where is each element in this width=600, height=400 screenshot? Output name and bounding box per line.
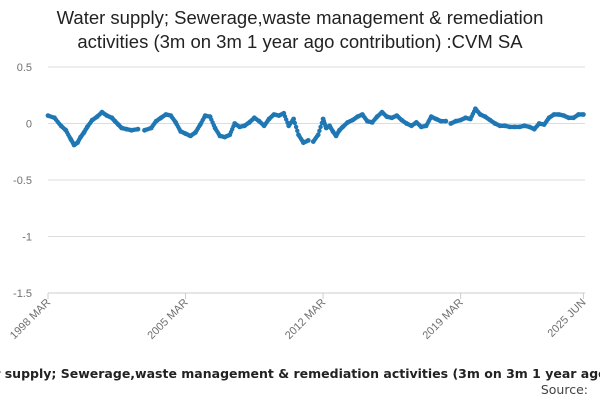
data-point[interactable] [581, 112, 586, 117]
data-point[interactable] [135, 126, 141, 132]
data-point-marker [293, 124, 299, 130]
x-tick-label: 1998 MAR [8, 297, 53, 342]
x-tick-labels: 1998 MAR 2005 MAR 2012 MAR 2019 MAR 2025 JUN [8, 297, 589, 342]
x-tick-label: 2005 MAR [145, 297, 190, 342]
y-tick-label: -0.5 [13, 175, 32, 187]
legend-label: Water supply; Sewerage,waste management … [0, 366, 600, 381]
y-tick-label: -1 [22, 232, 32, 244]
y-tick-labels: 0.5 0 -0.5 -1 -1.5 [13, 62, 32, 300]
y-tick-label: 0.5 [17, 62, 32, 74]
y-tick-label: -1.5 [13, 288, 32, 300]
data-point-marker [318, 124, 323, 130]
data-point[interactable] [305, 138, 311, 143]
data-point-marker [295, 128, 300, 133]
chart-title: Water supply; Sewerage,waste management … [0, 6, 600, 54]
legend: Water supply; Sewerage,waste management … [0, 366, 600, 381]
axes [47, 292, 585, 299]
grid-lines [48, 66, 585, 294]
data-point[interactable] [443, 118, 449, 124]
series-points [45, 106, 586, 148]
x-tick-label: 2025 JUN [545, 297, 588, 340]
source-label: Source: [540, 382, 588, 397]
chart-title-line-1: Water supply; Sewerage,waste management … [56, 7, 544, 28]
y-tick-label: 0 [26, 119, 32, 131]
data-point[interactable] [291, 116, 296, 122]
data-point[interactable] [315, 132, 321, 138]
data-point-marker [292, 120, 297, 126]
x-tick-label: 2019 MAR [421, 297, 466, 342]
data-point-marker [317, 128, 322, 133]
chart-title-line-2: activities (3m on 3m 1 year ago contribu… [77, 31, 523, 52]
x-tick-label: 2012 MAR [283, 297, 328, 342]
